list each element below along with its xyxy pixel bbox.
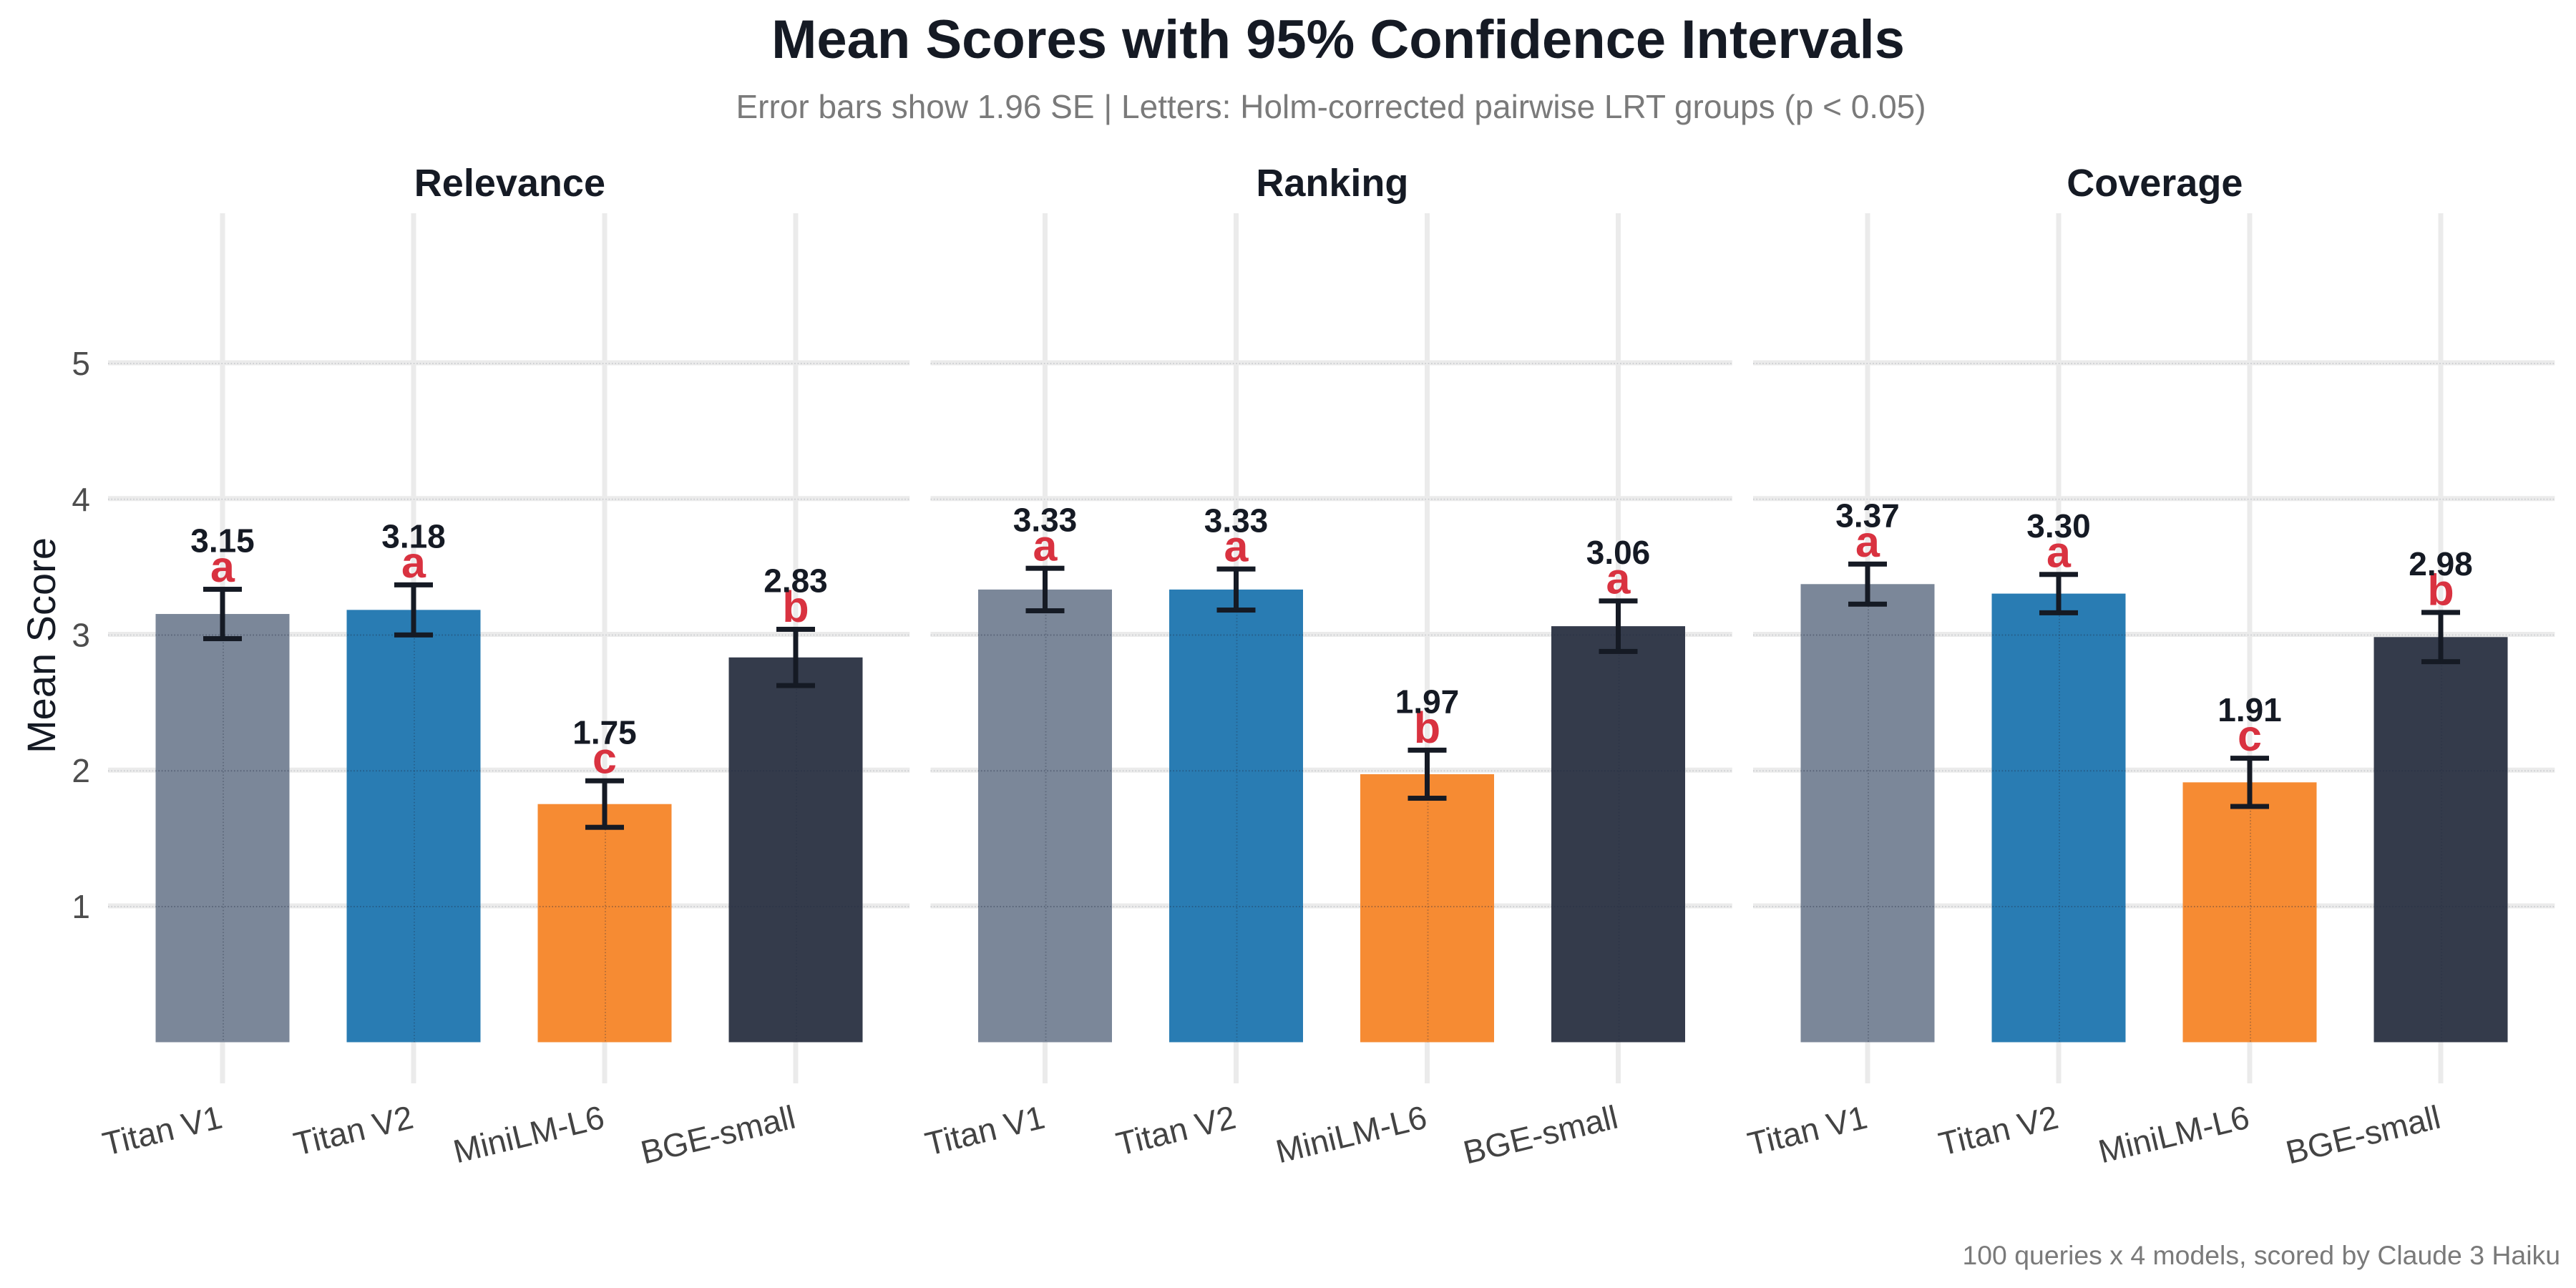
svg-text:c: c: [592, 734, 617, 783]
svg-text:3.37: 3.37: [1835, 497, 1900, 535]
svg-text:3.15: 3.15: [190, 522, 255, 560]
svg-text:1: 1: [72, 888, 90, 925]
svg-text:5: 5: [72, 345, 90, 382]
svg-text:a: a: [401, 538, 426, 587]
svg-text:a: a: [1033, 522, 1058, 570]
svg-text:a: a: [1606, 554, 1631, 602]
svg-text:Error bars show 1.96 SE | Lett: Error bars show 1.96 SE | Letters: Holm-…: [736, 88, 1926, 125]
svg-text:3.18: 3.18: [381, 518, 446, 555]
svg-text:100 queries x 4 models, scored: 100 queries x 4 models, scored by Claude…: [1962, 1240, 2560, 1270]
svg-text:b: b: [782, 582, 809, 631]
svg-text:2: 2: [72, 752, 90, 789]
svg-text:3.33: 3.33: [1013, 501, 1078, 538]
svg-text:Mean Score: Mean Score: [19, 537, 64, 753]
svg-text:Mean Scores with 95% Confidenc: Mean Scores with 95% Confidence Interval…: [771, 9, 1905, 70]
svg-text:1.91: 1.91: [2218, 691, 2282, 728]
svg-text:3.06: 3.06: [1586, 534, 1651, 571]
svg-text:4: 4: [72, 481, 90, 518]
svg-text:3.30: 3.30: [2026, 507, 2091, 545]
svg-text:a: a: [210, 542, 235, 591]
svg-text:2.98: 2.98: [2409, 545, 2473, 582]
svg-text:a: a: [1855, 517, 1880, 566]
svg-text:1.75: 1.75: [572, 713, 637, 751]
svg-text:1.97: 1.97: [1395, 683, 1460, 721]
svg-text:b: b: [2427, 565, 2454, 614]
svg-text:2.83: 2.83: [763, 562, 828, 600]
svg-text:b: b: [1414, 703, 1440, 752]
svg-text:Coverage: Coverage: [2067, 162, 2243, 205]
svg-text:Ranking: Ranking: [1256, 162, 1408, 205]
svg-text:c: c: [2238, 711, 2262, 760]
svg-text:a: a: [2046, 527, 2072, 576]
svg-text:Relevance: Relevance: [414, 162, 605, 205]
svg-text:3.33: 3.33: [1204, 502, 1269, 539]
svg-text:a: a: [1224, 522, 1249, 571]
svg-text:3: 3: [72, 617, 90, 654]
